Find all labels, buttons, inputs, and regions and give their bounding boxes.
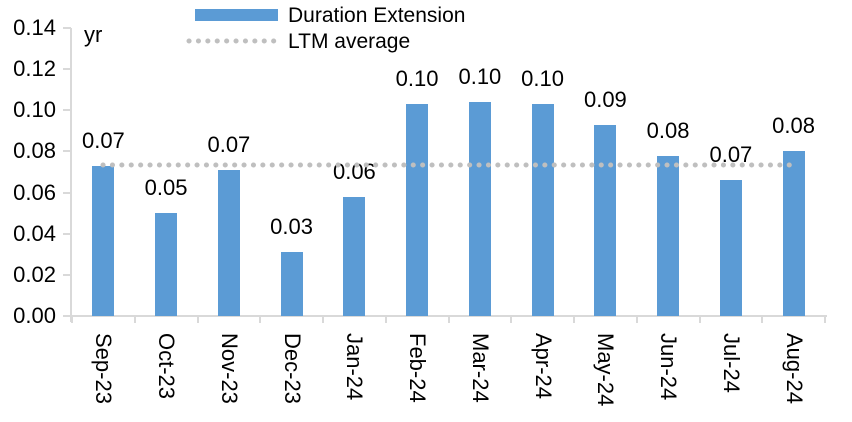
bar-data-label: 0.10	[395, 66, 439, 92]
month-label-text: Aug-24	[781, 333, 807, 404]
x-tick-mark	[196, 316, 199, 323]
bar	[468, 102, 491, 316]
ltm-average-line	[100, 162, 796, 168]
y-axis-unit-label: yr	[84, 22, 103, 47]
legend-label-ltm-average: LTM average	[288, 30, 411, 53]
bar	[531, 104, 554, 316]
y-tick-mark	[63, 27, 71, 29]
month-label-text: Jun-24	[656, 333, 682, 401]
month-label-text: Apr-24	[530, 333, 556, 400]
bar	[92, 165, 115, 316]
x-tick-mark	[384, 316, 387, 323]
dotted-line-swatch	[186, 38, 280, 44]
legend-label-duration-extension: Duration Extension	[288, 4, 466, 27]
bar	[217, 169, 240, 316]
y-tick-label: 0.02	[13, 261, 56, 287]
bar-data-label: 0.06	[332, 158, 376, 184]
bar	[594, 124, 617, 316]
bar-data-label: 0.08	[646, 117, 690, 143]
y-tick-label: 0.12	[13, 56, 56, 82]
y-tick-mark	[63, 191, 71, 194]
x-tick-mark	[510, 316, 513, 323]
x-tick-mark	[573, 316, 575, 323]
bar	[406, 104, 429, 316]
bar-data-label: 0.08	[772, 113, 815, 139]
y-tick-label: 0.08	[13, 138, 56, 164]
y-tick-label: 0.04	[13, 220, 56, 246]
x-tick-mark	[635, 316, 638, 323]
y-tick-mark	[63, 150, 71, 153]
bar	[343, 196, 366, 316]
bar	[155, 213, 178, 316]
bar-data-label: 0.09	[583, 86, 627, 112]
bar-data-label: 0.03	[270, 214, 313, 240]
x-tick-mark	[698, 316, 701, 323]
month-label-text: Feb-24	[405, 333, 431, 403]
y-tick-mark	[63, 68, 71, 71]
month-label-text: Sep-23	[91, 333, 117, 404]
y-tick-mark	[63, 315, 71, 317]
x-tick-mark	[322, 316, 324, 323]
x-tick-mark	[71, 316, 73, 323]
y-tick-label: 0.14	[13, 15, 56, 40]
month-label-text: May-24	[593, 333, 619, 407]
y-tick-mark	[63, 232, 71, 235]
y-tick-mark	[63, 109, 71, 112]
bar-data-label: 0.10	[458, 64, 502, 90]
x-tick-mark	[447, 316, 450, 323]
bar-data-label: 0.07	[709, 142, 753, 168]
bar-data-label: 0.05	[144, 175, 188, 201]
y-axis-line	[70, 28, 72, 322]
x-tick-mark	[259, 316, 262, 323]
bar-series-swatch	[195, 9, 278, 21]
bar-data-label: 0.07	[81, 127, 125, 153]
bar-data-label: 0.07	[207, 131, 251, 157]
month-label-text: Nov-23	[216, 333, 242, 404]
y-tick-label: 0.06	[13, 179, 56, 205]
month-label-text: Dec-23	[279, 333, 305, 404]
bar	[719, 180, 742, 316]
bar	[280, 252, 303, 316]
y-tick-label: 0.00	[13, 303, 56, 328]
month-label-text: Jul-24	[718, 333, 744, 393]
x-tick-mark	[761, 316, 764, 323]
y-tick-label: 0.10	[13, 97, 56, 123]
x-tick-mark	[824, 316, 826, 323]
month-label-text: Mar-24	[467, 333, 493, 403]
y-tick-mark	[63, 273, 71, 276]
bar	[657, 155, 680, 316]
x-tick-mark	[133, 316, 136, 323]
bar-data-label: 0.10	[521, 66, 564, 92]
month-label-text: Oct-23	[154, 333, 180, 400]
bar	[782, 151, 805, 316]
month-label-text: Jan-24	[342, 333, 368, 401]
